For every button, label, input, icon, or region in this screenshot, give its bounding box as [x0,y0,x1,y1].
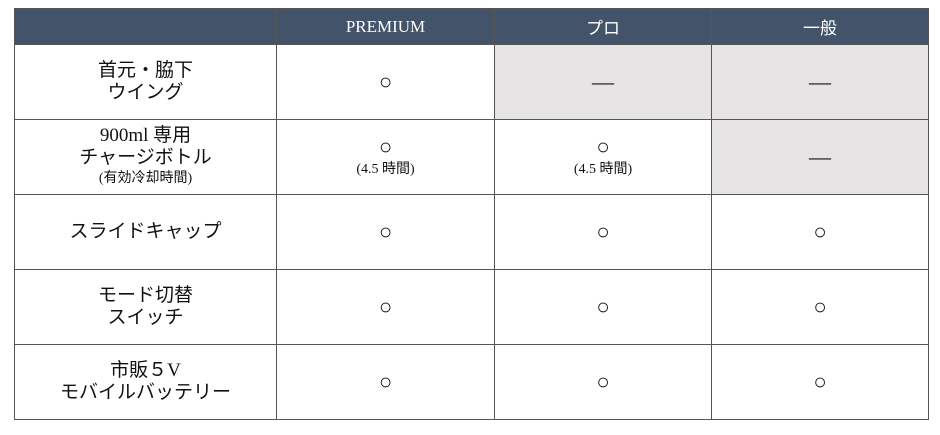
circle-mark-icon: ○ [378,219,393,244]
available-cell: ○ [276,44,495,120]
circle-mark-icon: ○ [813,369,827,394]
feature-label: 900ml 専用 チャージボトル (有効冷却時間) [14,119,277,195]
feature-label-line: 首元・脇下 [97,60,193,81]
available-cell: ○ [494,344,712,420]
circle-mark-icon: ○ [378,69,393,94]
table-row: モード切替 スイッチ ○ ○ ○ [14,269,929,345]
feature-label: 市販５V モバイルバッテリー [14,344,277,420]
header-general: 一般 [711,8,929,45]
feature-label-line: 900ml 専用 [99,125,192,146]
unavailable-cell: — [711,44,929,120]
header-pro: プロ [494,8,712,45]
feature-label-line: チャージボトル [79,147,212,168]
header-blank [14,8,277,45]
circle-mark-icon: ○ [378,294,393,319]
feature-label-line: モード切替 [97,285,193,306]
unavailable-cell: — [711,119,929,195]
cell-note: (4.5 時間) [356,162,415,177]
circle-mark-icon: ○ [596,369,610,394]
circle-mark-icon: ○ [596,134,610,159]
available-cell: ○ [711,194,929,270]
table-row: 首元・脇下 ウイング ○ — — [14,44,929,120]
circle-mark-icon: ○ [596,219,610,244]
feature-note: (有効冷却時間) [98,171,193,186]
available-cell: ○ [276,194,495,270]
circle-mark-icon: ○ [378,134,393,159]
feature-label-line: 市販５V [110,360,181,381]
circle-mark-icon: ○ [596,294,610,319]
header-premium: PREMIUM [276,8,495,45]
feature-label-line: モバイルバッテリー [59,382,231,403]
feature-label-line: スライドキャップ [69,221,222,242]
available-cell: ○ (4.5 時間) [276,119,495,195]
available-cell: ○ [494,269,712,345]
circle-mark-icon: ○ [378,369,393,394]
feature-label: モード切替 スイッチ [14,269,277,345]
table-row: 市販５V モバイルバッテリー ○ ○ ○ [14,344,929,420]
feature-label-line: ウイング [107,82,184,103]
available-cell: ○ [494,194,712,270]
header-row: PREMIUM プロ 一般 [14,8,929,45]
available-cell: ○ [276,344,495,420]
unavailable-cell: — [494,44,712,120]
available-cell: ○ [711,269,929,345]
available-cell: ○ [276,269,495,345]
feature-label: 首元・脇下 ウイング [14,44,277,120]
feature-label-line: スイッチ [107,307,184,328]
table-row: 900ml 専用 チャージボトル (有効冷却時間) ○ (4.5 時間) ○ (4.5 時間… [14,119,929,195]
comparison-table: PREMIUM プロ 一般 首元・脇下 ウイング ○ — —900ml 専用 チャージボト… [14,8,929,420]
available-cell: ○ (4.5 時間) [494,119,712,195]
feature-label: スライドキャップ [14,194,277,270]
available-cell: ○ [711,344,929,420]
dash-mark-icon: — [809,144,831,169]
dash-mark-icon: — [592,69,614,94]
dash-mark-icon: — [809,69,831,94]
circle-mark-icon: ○ [813,294,827,319]
table-row: スライドキャップ ○ ○ ○ [14,194,929,270]
cell-note: (4.5 時間) [573,162,633,177]
circle-mark-icon: ○ [813,219,827,244]
